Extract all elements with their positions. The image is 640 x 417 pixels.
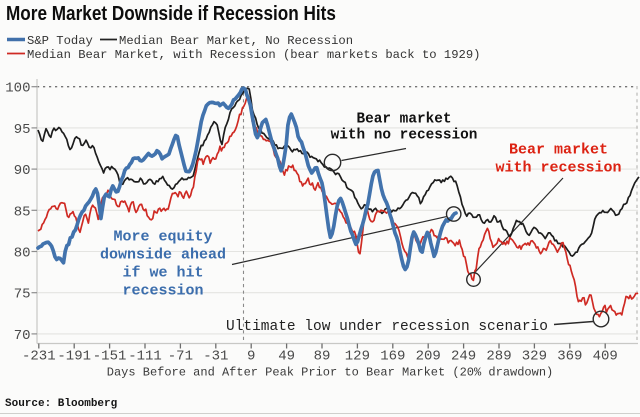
svg-text:Bear market: Bear market bbox=[357, 112, 452, 128]
svg-text:downside ahead: downside ahead bbox=[100, 247, 226, 264]
svg-text:90: 90 bbox=[14, 163, 31, 179]
svg-text:recession: recession bbox=[122, 283, 203, 300]
svg-text:Median Bear Market, No Recessi: Median Bear Market, No Recession bbox=[119, 34, 353, 48]
svg-text:-31: -31 bbox=[203, 349, 228, 365]
svg-text:Median Bear Market, with Reces: Median Bear Market, with Recession (bear… bbox=[27, 48, 480, 62]
svg-text:209: 209 bbox=[416, 349, 441, 365]
svg-text:-191: -191 bbox=[57, 349, 91, 365]
svg-text:with recession: with recession bbox=[495, 160, 621, 177]
svg-text:75: 75 bbox=[14, 287, 31, 303]
svg-text:-151: -151 bbox=[93, 349, 127, 365]
svg-text:129: 129 bbox=[345, 349, 370, 365]
svg-text:S&P Today: S&P Today bbox=[27, 34, 93, 48]
svg-text:Bear market: Bear market bbox=[509, 142, 608, 159]
svg-text:369: 369 bbox=[557, 349, 582, 365]
svg-text:80: 80 bbox=[14, 246, 31, 262]
svg-text:70: 70 bbox=[14, 328, 31, 344]
svg-text:249: 249 bbox=[451, 349, 476, 365]
svg-text:Days Before and After Peak Pri: Days Before and After Peak Prior to Bear… bbox=[107, 366, 553, 380]
svg-text:with no recession: with no recession bbox=[331, 128, 478, 144]
svg-text:-71: -71 bbox=[168, 349, 193, 365]
svg-text:-231: -231 bbox=[22, 349, 56, 365]
svg-text:89: 89 bbox=[314, 349, 331, 365]
svg-text:if we hit: if we hit bbox=[122, 265, 203, 282]
svg-text:409: 409 bbox=[593, 349, 618, 365]
svg-text:100: 100 bbox=[5, 81, 30, 97]
svg-text:329: 329 bbox=[522, 349, 547, 365]
svg-text:49: 49 bbox=[278, 349, 295, 365]
svg-text:More equity: More equity bbox=[113, 229, 212, 246]
svg-text:85: 85 bbox=[14, 204, 31, 220]
svg-text:Ultimate low under recession s: Ultimate low under recession scenario bbox=[226, 319, 548, 335]
svg-text:289: 289 bbox=[486, 349, 511, 365]
svg-text:95: 95 bbox=[14, 122, 31, 138]
svg-text:9: 9 bbox=[247, 349, 255, 365]
svg-text:-111: -111 bbox=[128, 349, 162, 365]
svg-text:169: 169 bbox=[380, 349, 405, 365]
